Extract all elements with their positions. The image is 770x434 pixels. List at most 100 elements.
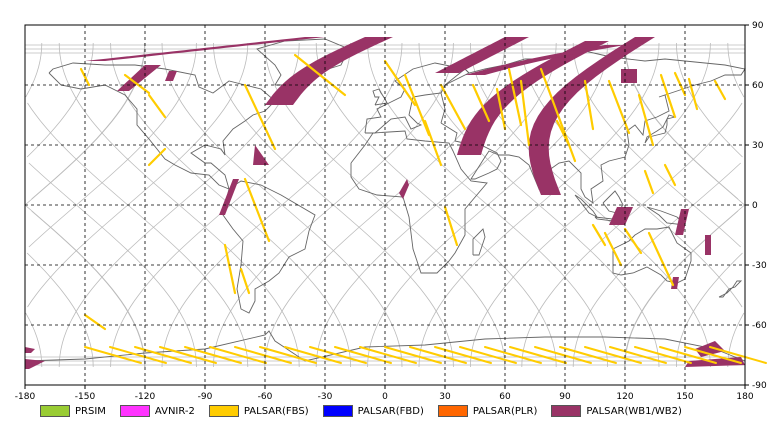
wb-swath xyxy=(621,69,637,83)
legend-item-avnir2: AVNIR-2 xyxy=(119,405,195,417)
fbs-swath xyxy=(239,267,251,295)
fbs-swath xyxy=(159,346,217,364)
wb-swath xyxy=(457,41,609,155)
fbs-swath xyxy=(259,346,317,364)
x-tick-label: 0 xyxy=(382,392,388,402)
fbs-swath xyxy=(293,53,347,97)
fbs-swath xyxy=(659,73,677,119)
fbs-swath xyxy=(609,346,667,364)
fbs-swath xyxy=(684,346,742,364)
legend-item-prism: PRSIM xyxy=(40,405,106,417)
wb-swath xyxy=(165,71,177,81)
acquisition-swaths xyxy=(25,37,767,369)
legend-swatch xyxy=(40,405,70,417)
fbs-swath xyxy=(507,67,523,127)
x-tick-label: 60 xyxy=(499,392,511,402)
fbs-swath xyxy=(423,119,443,167)
fbs-swath xyxy=(147,147,167,167)
legend-label: PALSAR(FBD) xyxy=(357,405,424,417)
fbs-swath xyxy=(643,169,655,195)
y-tick-label: 0 xyxy=(752,201,758,211)
fbs-swath xyxy=(209,346,267,364)
orbit-track xyxy=(315,42,557,368)
fbs-swath xyxy=(109,346,167,364)
legend-label: PALSAR(WB1/WB2) xyxy=(586,405,682,417)
wb-swath xyxy=(25,359,45,369)
coastline xyxy=(350,130,488,274)
fbs-swath xyxy=(495,87,507,131)
coastline xyxy=(574,194,599,219)
legend-item-palsar-fbd: PALSAR(FBD) xyxy=(322,405,424,417)
fbs-swath xyxy=(607,79,631,135)
legend-item-palsar-wb: PALSAR(WB1/WB2) xyxy=(551,405,682,417)
legend-label: PALSAR(FBS) xyxy=(243,405,309,417)
fbs-swath xyxy=(603,231,623,267)
x-tick-label: -60 xyxy=(258,392,273,402)
coastline xyxy=(222,180,316,314)
fbs-swath xyxy=(443,205,459,247)
fbs-swath xyxy=(687,77,699,111)
fbs-swath xyxy=(123,73,151,95)
x-tick-label: 30 xyxy=(439,392,451,402)
fbs-swath xyxy=(673,71,687,97)
fbs-swath xyxy=(555,119,571,147)
x-tick-label: 180 xyxy=(736,392,753,402)
legend-label: AVNIR-2 xyxy=(154,405,195,417)
orbit-track xyxy=(161,42,403,368)
wb-swath xyxy=(219,179,239,215)
coastline xyxy=(48,62,276,190)
wb-swath xyxy=(435,37,529,73)
wb-swath xyxy=(675,209,689,235)
fbs-swath xyxy=(509,346,567,364)
fbs-swath xyxy=(147,93,167,119)
x-tick-label: -30 xyxy=(318,392,333,402)
wb-swath xyxy=(265,37,393,105)
orbit-track xyxy=(418,42,660,368)
fbs-swath xyxy=(184,346,242,364)
legend-swatch xyxy=(322,405,353,417)
fbs-swath xyxy=(409,346,467,364)
fbs-swath xyxy=(284,346,342,364)
x-tick-label: -150 xyxy=(75,392,96,402)
fbs-swath xyxy=(83,313,107,331)
wb-swath xyxy=(399,179,409,199)
fbs-swath xyxy=(634,346,692,364)
fbs-swath xyxy=(471,83,491,123)
fbs-swath xyxy=(623,227,643,255)
legend-swatch xyxy=(551,405,582,417)
x-tick-label: 150 xyxy=(676,392,693,402)
fbs-swath xyxy=(234,346,292,364)
fbs-swath xyxy=(334,346,392,364)
longitude-tick-labels: -180 -150 -120 -90 -60 -30 0 30 60 90 120 150 180 xyxy=(15,385,754,402)
legend-item-palsar-plr: PALSAR(PLR) xyxy=(437,405,537,417)
fbs-swath xyxy=(434,346,492,364)
y-tick-label: -30 xyxy=(752,261,767,271)
fbs-swath xyxy=(584,346,642,364)
fbs-swath xyxy=(383,59,417,107)
legend-swatch xyxy=(119,405,150,417)
fbs-swath xyxy=(84,346,142,364)
fbs-swath xyxy=(559,346,617,364)
x-tick-label: 120 xyxy=(616,392,633,402)
fbs-swath xyxy=(534,346,592,364)
fbs-swath xyxy=(243,83,277,151)
orbit-track xyxy=(27,42,745,368)
wb-swath xyxy=(528,37,655,195)
x-tick-label: -120 xyxy=(135,392,156,402)
fbs-swath xyxy=(309,346,367,364)
wb-swath xyxy=(25,347,35,353)
fbs-swath xyxy=(637,93,655,147)
wb-swath xyxy=(609,207,633,225)
coastline xyxy=(602,190,624,214)
fbs-swath xyxy=(519,79,531,147)
orbit-track xyxy=(28,42,743,368)
x-tick-label: 90 xyxy=(559,392,571,402)
lat-lon-grid xyxy=(25,25,745,385)
wb-swath xyxy=(705,235,711,255)
legend-item-palsar-fbs: PALSAR(FBS) xyxy=(208,405,309,417)
coastline xyxy=(718,280,743,298)
coastline xyxy=(612,226,692,284)
fbs-swath xyxy=(223,243,237,295)
